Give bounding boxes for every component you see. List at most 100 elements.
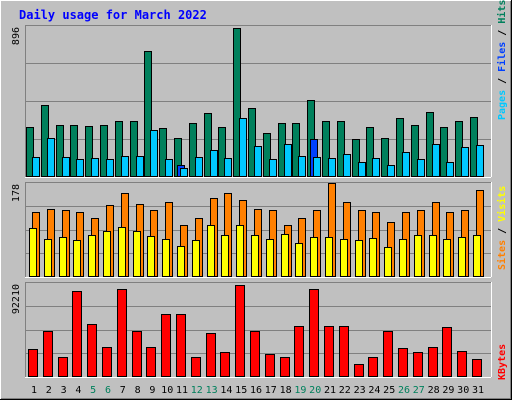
- bar-hits-day-6: [100, 125, 108, 177]
- bar-kbytes-day-31: [472, 359, 482, 377]
- bar-kbytes-day-13: [206, 333, 216, 377]
- bar-hits-day-12: [189, 123, 197, 177]
- x-tick-label: 15: [235, 385, 247, 396]
- x-tick-label: 20: [309, 385, 321, 396]
- legend-item-kbytes: KBytes: [497, 344, 508, 380]
- x-tick-label: 28: [428, 385, 440, 396]
- bar-pages-day-7: [121, 156, 129, 177]
- bar-pages-day-31: [476, 145, 484, 177]
- bar-hits-day-25: [381, 138, 389, 177]
- bar-hits-day-22: [337, 121, 345, 177]
- legend-kbytes: KBytes: [497, 344, 508, 380]
- bar-visits-day-10: [162, 239, 170, 277]
- bar-hits-day-26: [396, 118, 404, 177]
- x-tick-label: 19: [294, 385, 306, 396]
- bar-kbytes-day-27: [413, 352, 423, 377]
- bar-kbytes-day-9: [146, 347, 156, 377]
- bar-pages-day-14: [224, 158, 232, 177]
- bar-pages-day-11: [180, 168, 188, 177]
- bar-kbytes-day-21: [324, 326, 334, 377]
- bar-pages-day-15: [239, 118, 247, 177]
- x-tick-label: 13: [206, 385, 218, 396]
- bar-visits-day-13: [207, 225, 215, 277]
- bar-pages-day-24: [372, 158, 380, 177]
- bar-kbytes-day-30: [457, 351, 467, 377]
- bar-hits-day-14: [218, 127, 226, 177]
- bar-pages-day-19: [298, 156, 306, 177]
- bar-visits-day-17: [266, 239, 274, 277]
- bar-visits-day-22: [340, 239, 348, 277]
- bar-pages-day-30: [461, 147, 469, 177]
- bar-kbytes-day-22: [339, 326, 349, 377]
- bar-visits-day-19: [295, 243, 303, 277]
- bar-pages-day-21: [328, 158, 336, 177]
- legend-separator: /: [497, 24, 508, 42]
- bar-kbytes-day-18: [280, 357, 290, 377]
- bar-kbytes-day-3: [58, 357, 68, 377]
- x-tick-label: 24: [368, 385, 380, 396]
- x-tick-label: 12: [191, 385, 203, 396]
- legend-separator: /: [497, 222, 508, 240]
- bar-kbytes-day-17: [265, 354, 275, 377]
- legend-item-hits: Hits: [496, 0, 508, 24]
- bar-pages-day-28: [432, 144, 440, 177]
- bar-kbytes-day-14: [220, 352, 230, 377]
- bar-visits-day-6: [103, 231, 111, 277]
- bar-kbytes-day-4: [72, 291, 82, 377]
- x-tick-label: 27: [413, 385, 425, 396]
- bar-hits-day-9: [144, 51, 152, 177]
- bar-pages-day-22: [343, 154, 351, 177]
- bar-hits-day-16: [248, 108, 256, 177]
- bar-hits-day-27: [411, 125, 419, 177]
- bar-kbytes-day-29: [442, 327, 452, 377]
- bar-kbytes-day-16: [250, 331, 260, 377]
- x-tick-label: 22: [339, 385, 351, 396]
- bar-hits-day-1: [26, 127, 34, 177]
- bar-hits-day-24: [366, 127, 374, 177]
- bar-hits-day-13: [204, 113, 212, 177]
- bar-hits-day-15: [233, 28, 241, 177]
- bar-kbytes-day-6: [102, 347, 112, 377]
- x-tick-label: 11: [176, 385, 188, 396]
- legend-item-sites: Sites: [496, 240, 508, 270]
- bar-hits-day-17: [263, 133, 271, 177]
- bar-pages-day-1: [32, 157, 40, 177]
- x-tick-label: 17: [265, 385, 277, 396]
- bar-visits-day-4: [73, 240, 81, 277]
- bar-pages-day-12: [195, 157, 203, 177]
- bar-visits-day-18: [281, 234, 289, 277]
- legend-separator: /: [497, 72, 508, 90]
- bar-pages-day-27: [417, 159, 425, 177]
- x-tick-label: 8: [135, 385, 141, 396]
- bar-kbytes-day-8: [132, 331, 142, 377]
- bar-kbytes-day-24: [368, 357, 378, 377]
- bar-visits-day-23: [355, 240, 363, 277]
- bar-hits-day-8: [130, 121, 138, 177]
- bar-pages-day-29: [446, 162, 454, 177]
- bar-visits-day-24: [369, 238, 377, 277]
- bar-pages-day-8: [136, 156, 144, 177]
- bar-visits-day-11: [177, 246, 185, 277]
- bar-visits-day-16: [251, 235, 259, 277]
- bar-kbytes-day-11: [176, 314, 186, 377]
- legend-item-files: Files: [496, 42, 508, 72]
- x-tick-label: 7: [120, 385, 126, 396]
- bar-hits-day-19: [292, 123, 300, 177]
- x-tick-label: 18: [280, 385, 292, 396]
- x-tick-label: 29: [442, 385, 454, 396]
- bar-pages-day-9: [150, 130, 158, 177]
- bar-visits-day-2: [44, 239, 52, 277]
- bar-visits-day-12: [192, 240, 200, 277]
- bar-pages-day-20: [313, 157, 321, 177]
- y-max-label: 896: [11, 27, 22, 45]
- x-tick-label: 4: [75, 385, 81, 396]
- day-labels: 1 2 3 4 5 6 7 8 9 10 11 12 13 14 15 16 17 18 19 20 21 22 23 24 2…: [31, 385, 484, 396]
- bar-kbytes-day-25: [383, 331, 393, 377]
- bar-kbytes-day-10: [161, 314, 171, 377]
- bar-visits-day-31: [473, 235, 481, 277]
- bar-visits-day-30: [458, 237, 466, 277]
- bar-visits-day-3: [59, 237, 67, 277]
- bar-pages-day-5: [91, 158, 99, 177]
- x-tick-label: 3: [61, 385, 67, 396]
